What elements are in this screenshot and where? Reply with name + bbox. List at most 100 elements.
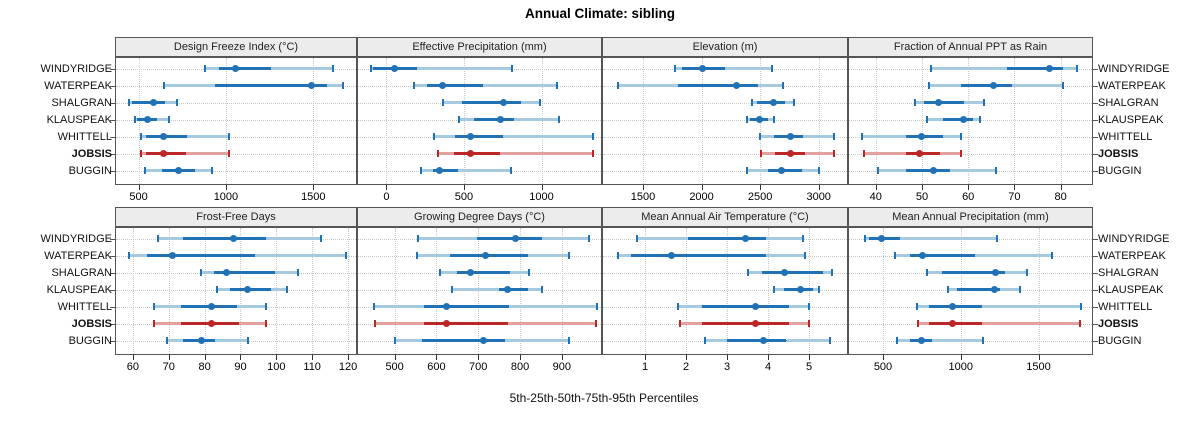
panel <box>115 227 357 355</box>
site-label-right: WATERPEAK <box>1098 79 1166 92</box>
whisker-cap <box>818 286 821 293</box>
percentile-band-light <box>236 305 266 308</box>
x-tick-label: 2500 <box>747 191 773 203</box>
percentile-band-light <box>785 101 794 104</box>
percentile-band-light <box>510 271 530 274</box>
percentile-band-light <box>948 288 957 291</box>
percentile-band-light <box>505 339 569 342</box>
y-tick <box>1093 289 1098 291</box>
grid-vline <box>1038 228 1040 354</box>
grid-vline <box>727 228 729 354</box>
percentile-band-dark <box>427 84 483 87</box>
x-tick-label: 70 <box>162 361 175 373</box>
grid-vline <box>686 228 688 354</box>
median-dot <box>511 235 519 242</box>
grid-vline <box>463 58 465 184</box>
x-tick <box>809 355 811 360</box>
percentile-band-light <box>788 305 810 308</box>
grid-vline <box>1060 58 1062 184</box>
percentile-band-light <box>746 169 769 172</box>
percentile-band-light <box>766 237 803 240</box>
median-dot <box>160 133 168 140</box>
grid-hline <box>603 102 847 104</box>
whisker-cap <box>914 99 917 106</box>
median-dot <box>208 320 216 327</box>
whisker-cap <box>750 99 753 106</box>
site-label-left: WATERPEAK <box>44 79 112 92</box>
panel <box>602 57 848 185</box>
percentile-band-dark <box>450 254 529 257</box>
percentile-band-dark <box>942 118 973 121</box>
percentile-band-light <box>418 237 477 240</box>
percentile-band-light <box>370 67 374 70</box>
median-dot <box>948 303 956 310</box>
percentile-band-light <box>1005 271 1027 274</box>
percentile-band-light <box>865 237 870 240</box>
x-tick <box>921 185 923 190</box>
percentile-band-light <box>617 84 679 87</box>
percentile-band-dark <box>1007 67 1063 70</box>
whisker-cap <box>960 133 963 140</box>
percentile-band-light <box>520 101 540 104</box>
y-tick <box>1093 255 1098 257</box>
grid-vline <box>312 228 314 354</box>
median-dot <box>244 286 252 293</box>
median-dot <box>930 167 938 174</box>
site-label-left: JOBSIS <box>71 147 112 160</box>
median-dot <box>229 235 237 242</box>
whisker-cap <box>759 133 762 140</box>
x-tick <box>168 355 170 360</box>
x-tick <box>541 185 543 190</box>
percentile-band-light <box>154 322 182 325</box>
median-dot <box>232 65 240 72</box>
whisker-cap <box>450 286 453 293</box>
grid-hline <box>849 153 1092 155</box>
whisker-cap <box>916 303 919 310</box>
whisker-cap <box>745 167 748 174</box>
grid-hline <box>116 119 356 121</box>
whisker-cap <box>982 337 985 344</box>
median-dot <box>934 99 942 106</box>
y-tick <box>1093 136 1098 138</box>
percentile-band-light <box>204 67 219 70</box>
percentile-band-light <box>813 288 820 291</box>
x-tick-label: 500 <box>129 191 148 203</box>
x-tick-label: 100 <box>267 361 286 373</box>
x-tick-label: 1000 <box>948 361 973 373</box>
grid-vline <box>561 228 563 354</box>
median-dot <box>467 150 475 157</box>
whisker-cap <box>227 150 230 157</box>
site-label-right: WINDYRIDGE <box>1098 62 1170 75</box>
whisker-cap <box>803 252 806 259</box>
whisker-cap <box>917 320 919 327</box>
percentile-band-dark <box>474 118 514 121</box>
percentile-band-light <box>931 67 1008 70</box>
whisker-cap <box>1018 286 1021 293</box>
percentile-band-dark <box>455 135 503 138</box>
panel-strip-label: Design Freeze Index (°C) <box>173 41 299 53</box>
y-tick <box>110 306 115 308</box>
whisker-cap <box>128 99 131 106</box>
whisker-cap <box>960 150 963 157</box>
y-tick <box>110 68 115 70</box>
y-tick <box>110 136 115 138</box>
percentile-band-light <box>420 169 433 172</box>
site-label-left: SHALGRAN <box>51 96 112 109</box>
whisker-cap <box>770 65 773 72</box>
percentile-band-dark <box>214 84 328 87</box>
percentile-band-light <box>942 135 962 138</box>
percentile-band-dark <box>910 254 975 257</box>
x-tick-label: 90 <box>234 361 247 373</box>
grid-hline <box>603 136 847 138</box>
grid-vline <box>645 228 647 354</box>
panel-strip-label: Elevation (m) <box>692 41 758 53</box>
whisker-cap <box>894 252 897 259</box>
x-tick-label: 700 <box>469 361 488 373</box>
panel-strip-label: Fraction of Annual PPT as Rain <box>893 41 1048 53</box>
percentile-band-light <box>926 118 943 121</box>
percentile-band-light <box>774 288 785 291</box>
percentile-band-light <box>766 254 805 257</box>
percentile-band-light <box>932 339 984 342</box>
y-tick <box>1093 238 1098 240</box>
x-tick <box>875 185 877 190</box>
